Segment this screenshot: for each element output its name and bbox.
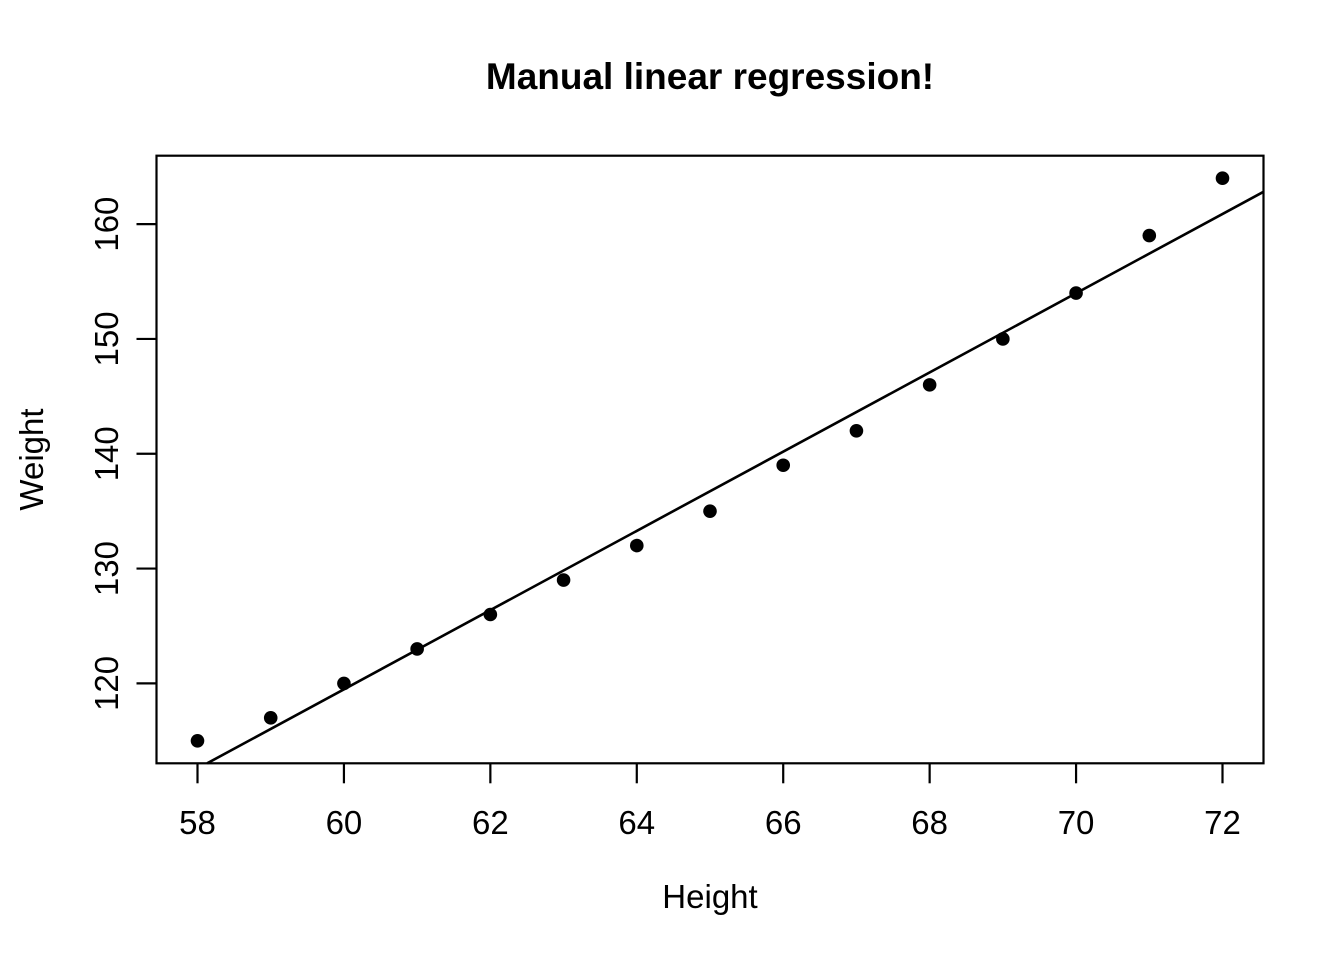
data-point — [556, 573, 571, 587]
x-tick-label: 72 — [1204, 804, 1241, 841]
y-tick-label: 160 — [88, 197, 125, 252]
x-tick-label: 62 — [472, 804, 509, 841]
plot-box-rect — [155, 154, 1265, 765]
data-point — [410, 642, 424, 656]
data-point — [1069, 286, 1083, 300]
data-point — [849, 423, 864, 438]
data-point — [703, 504, 717, 518]
data-point — [263, 711, 278, 725]
data-point — [190, 733, 205, 748]
x-tick-label: 70 — [1058, 804, 1095, 841]
data-point — [996, 332, 1010, 346]
data-points-group — [190, 171, 1230, 748]
data-point — [483, 607, 498, 622]
data-point — [1215, 171, 1230, 186]
y-tick-label: 120 — [88, 656, 125, 711]
y-tick-label: 140 — [88, 426, 125, 481]
regression-line — [206, 190, 1265, 765]
x-axis: 58 60 62 64 66 68 70 72 — [179, 763, 1241, 841]
data-point — [337, 676, 351, 691]
data-point — [629, 538, 644, 553]
x-tick-label: 60 — [326, 804, 363, 841]
plot-box — [155, 154, 1265, 765]
y-axis-label: Weight — [13, 408, 50, 510]
x-tick-label: 66 — [765, 804, 802, 841]
x-tick-label: 58 — [179, 804, 216, 841]
data-point — [922, 378, 937, 392]
chart-title: Manual linear regression! — [486, 56, 934, 97]
x-tick-label: 64 — [618, 804, 655, 841]
data-point — [1142, 228, 1157, 243]
x-tick-label: 68 — [911, 804, 948, 841]
regression-line-group — [206, 190, 1265, 765]
y-tick-label: 130 — [88, 541, 125, 596]
y-axis: 120 130 140 150 160 — [88, 197, 157, 711]
data-point — [776, 458, 791, 473]
x-axis-label: Height — [662, 878, 757, 915]
y-tick-label: 150 — [88, 311, 125, 366]
